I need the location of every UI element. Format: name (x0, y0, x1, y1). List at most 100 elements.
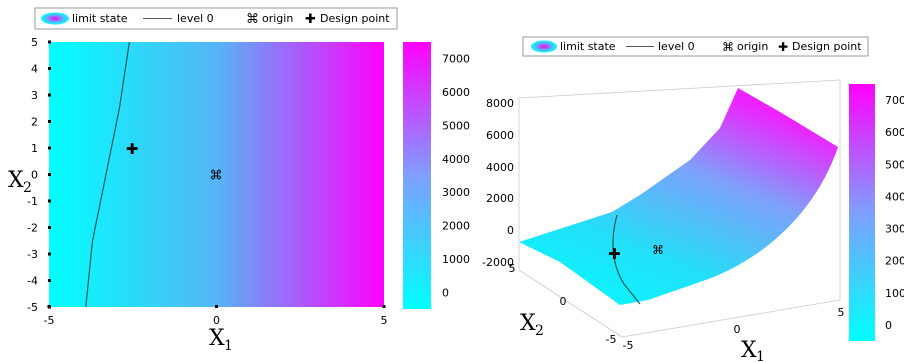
origin-marker-icon: ⌘ (722, 40, 734, 54)
limit-state-swatch (531, 40, 557, 53)
left-y-tick-mark (48, 199, 51, 203)
left-y-tick-mark (48, 67, 51, 70)
svg-text:⌘: ⌘ (652, 243, 664, 257)
left-y-tick-mark (48, 226, 51, 229)
left-y-tick-label: -4 (27, 275, 38, 288)
left-y-tick-mark (48, 252, 51, 256)
left-design-point-marker: ✚ (126, 140, 139, 158)
left-chart: limit state level 0 ⌘ origin ✚ Design po… (8, 7, 470, 354)
left-y-tick-label: 4 (31, 63, 38, 76)
right-colorbar-tick-label: 4000 (885, 190, 904, 203)
right-x-tick-label: 5 (838, 306, 845, 319)
right-colorbar-tick-label: 1000 (885, 287, 904, 300)
right-y-tick-label: 0 (560, 295, 567, 308)
right-z-tick-label: -2000 (482, 256, 514, 269)
left-x-tick-label: 0 (213, 314, 220, 327)
left-y-label: X (8, 168, 24, 193)
left-y-tick-label: -5 (27, 301, 38, 314)
limit-state-swatch (41, 12, 69, 25)
legend-level-0: level 0 (658, 40, 695, 53)
right-chart: limit state level 0 ⌘ origin ✚ Design po… (482, 36, 904, 362)
left-x-tick-label: -5 (44, 314, 55, 327)
left-design-point-glyph: ✚ (126, 140, 139, 158)
left-y-tick-label: -2 (27, 222, 38, 235)
left-x-tick-mark (382, 305, 386, 308)
left-y-tick-label: 3 (31, 89, 38, 102)
left-origin-glyph: ⌘ (210, 169, 223, 184)
right-x-tick-label: -5 (623, 339, 634, 352)
left-y-tick-mark (48, 40, 51, 44)
legend-limit-state: limit state (72, 12, 128, 25)
right-box-frame (518, 79, 841, 338)
left-x-label: X (209, 326, 225, 351)
legend-design-point: Design point (320, 12, 390, 25)
right-colorbar-tick-label: 5000 (885, 158, 904, 171)
left-y-tick-mark (48, 173, 51, 176)
design-point-marker-icon: ✚ (778, 40, 788, 54)
right-z-tick-label: 4000 (486, 161, 514, 174)
left-origin-marker: ⌘ (210, 169, 223, 184)
left-x-tick-label: 5 (381, 314, 388, 327)
right-y-tick-label: -5 (606, 333, 617, 346)
left-y-ticks: 5 4 3 2 1 0 -1 -2 -3 -4 -5 (27, 36, 51, 314)
right-legend: limit state level 0 ⌘ origin ✚ Design po… (522, 36, 869, 57)
right-y-label: X (520, 311, 536, 336)
legend-limit-state: limit state (560, 40, 616, 53)
right-colorbar-tick-label: 2000 (885, 255, 904, 268)
right-x-tick-label: 0 (734, 323, 741, 336)
right-z-tick-label: 2000 (486, 192, 514, 205)
right-y-label-sub: 2 (535, 323, 544, 339)
left-colorbar (403, 42, 431, 309)
right-colorbar-tick-label: 0 (885, 319, 892, 332)
left-colorbar-tick-label: 5000 (442, 119, 470, 132)
right-colorbar (849, 84, 875, 341)
left-y-tick-mark (48, 120, 51, 123)
left-legend: limit state level 0 ⌘ origin ✚ Design po… (34, 7, 398, 30)
left-y-label-sub: 2 (23, 180, 32, 196)
right-z-tick-label: 6000 (486, 129, 514, 142)
left-colorbar-tick-label: 7000 (442, 53, 470, 66)
right-origin-marker: ⌘ (652, 243, 664, 257)
right-y-ticks: 5 0 -5 (509, 262, 617, 346)
left-colorbar-ticks: 7000 6000 5000 4000 3000 2000 1000 0 (442, 53, 470, 300)
left-y-tick-mark (48, 93, 51, 97)
left-x-tick-mark (215, 305, 218, 308)
right-z-tick-label: 8000 (486, 97, 514, 110)
left-y-tick-mark (48, 279, 51, 282)
right-z-tick-label: 0 (507, 224, 514, 237)
left-colorbar-tick-label: 0 (442, 286, 449, 299)
svg-text:✚: ✚ (608, 245, 621, 263)
right-colorbar-ticks: 7000 6000 5000 4000 3000 2000 1000 0 (885, 94, 904, 332)
left-y-tick-label: -3 (27, 248, 38, 261)
left-y-tick-label: 1 (31, 142, 38, 155)
left-colorbar-tick-label: 3000 (442, 186, 470, 199)
right-x-label-sub: 1 (756, 349, 765, 362)
legend-origin: origin (737, 40, 768, 53)
legend-level-0: level 0 (177, 12, 214, 25)
left-colorbar-tick-label: 2000 (442, 220, 470, 233)
left-y-tick-label: 2 (31, 116, 38, 129)
left-y-tick-label: 5 (31, 36, 38, 49)
design-point-marker-icon: ✚ (305, 12, 316, 27)
right-colorbar-tick-label: 6000 (885, 126, 904, 139)
right-colorbar-tick-label: 3000 (885, 223, 904, 236)
left-y-tick-label: -1 (27, 195, 38, 208)
origin-marker-icon: ⌘ (246, 12, 259, 27)
left-y-tick-mark (48, 146, 51, 150)
right-y-tick-label: 5 (509, 262, 516, 275)
right-z-ticks: 8000 6000 4000 2000 0 -2000 (482, 97, 514, 269)
legend-design-point: Design point (792, 40, 862, 53)
legend-origin: origin (262, 12, 293, 25)
left-x-ticks: -5 0 5 (44, 305, 388, 327)
left-x-label-sub: 1 (224, 338, 233, 354)
right-surface (519, 88, 838, 305)
left-limit-state-curve (85, 41, 130, 308)
left-heatmap (49, 42, 384, 307)
left-colorbar-tick-label: 6000 (442, 86, 470, 99)
left-colorbar-tick-label: 4000 (442, 153, 470, 166)
left-colorbar-tick-label: 1000 (442, 253, 470, 266)
right-limit-state-curve (612, 214, 641, 305)
right-colorbar-tick-label: 7000 (885, 94, 904, 107)
right-x-ticks: -5 0 5 (623, 306, 845, 352)
